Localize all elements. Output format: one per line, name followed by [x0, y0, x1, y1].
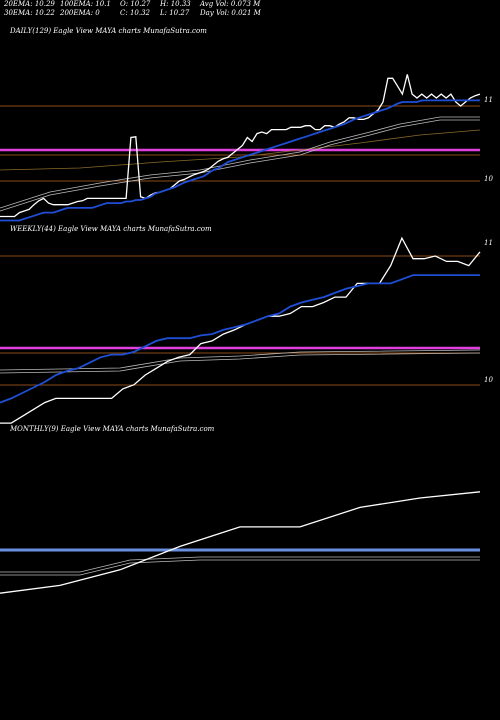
- header-avg-vol: Avg Vol: 0.073 M: [200, 0, 261, 8]
- monthly-ma-double-line-2: [0, 559, 480, 576]
- header-ema20: 20EMA: 10.29: [4, 0, 55, 8]
- daily-ema-line: [0, 99, 480, 222]
- weekly-panel-title: WEEKLY(44) Eagle View MAYA charts Munafa…: [10, 225, 212, 233]
- daily-panel-title: DAILY(129) Eagle View MAYA charts Munafa…: [10, 27, 207, 35]
- monthly-panel-title: MONTHLY(9) Eagle View MAYA charts Munafa…: [10, 425, 215, 433]
- daily-ma-double-line-1: [0, 116, 480, 209]
- header-ema100: 100EMA: 10.1: [60, 0, 111, 8]
- header-ema30: 30EMA: 10.22: [4, 9, 55, 17]
- daily-ma-brown-line: [0, 129, 481, 171]
- header-open: O: 10.27: [120, 0, 151, 8]
- header-day-vol: Day Vol: 0.021 M: [200, 9, 261, 17]
- daily-y-tick-11: 11: [484, 96, 493, 104]
- daily-y-tick-10: 10: [484, 175, 493, 183]
- weekly-ema-line: [0, 274, 480, 404]
- weekly-y-tick-11: 11: [484, 239, 493, 247]
- header-low: L: 10.27: [160, 9, 190, 17]
- weekly-price-line: [0, 236, 481, 424]
- header-ema200: 200EMA: 0: [60, 9, 100, 17]
- header-high: H: 10.33: [160, 0, 191, 8]
- weekly-y-tick-10: 10: [484, 376, 493, 384]
- daily-price-line: [0, 74, 481, 218]
- monthly-ma-double-line-1: [0, 556, 480, 573]
- daily-ma-double-line-2: [0, 119, 480, 212]
- header-close: C: 10.32: [120, 9, 150, 17]
- weekly-ma-double-line-2: [0, 352, 481, 374]
- weekly-ma-double-line-1: [0, 349, 481, 371]
- monthly-price-line: [0, 491, 481, 594]
